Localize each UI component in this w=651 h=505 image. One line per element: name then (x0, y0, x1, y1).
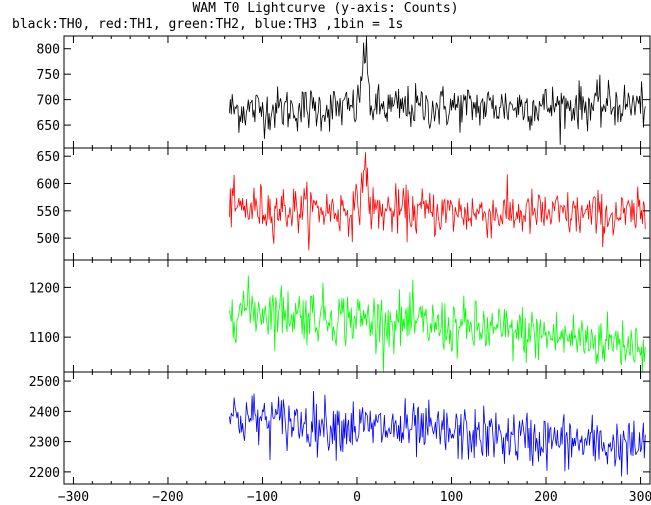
series-line-th2 (229, 275, 646, 372)
y-tick-label-th0: 800 (37, 43, 60, 58)
y-tick-label-th3: 2400 (29, 405, 60, 420)
x-tick-label: 200 (534, 490, 557, 505)
series-line-th3 (229, 390, 646, 477)
y-tick-label-th3: 2300 (29, 436, 60, 451)
y-tick-label-th1: 500 (37, 232, 60, 247)
x-tick-label: 100 (440, 490, 463, 505)
y-tick-label-th2: 1200 (29, 281, 60, 296)
x-tick-label: −300 (58, 490, 89, 505)
y-tick-label-th0: 650 (37, 119, 60, 134)
x-tick-label: −200 (152, 490, 183, 505)
y-tick-label-th2: 1100 (29, 331, 60, 346)
x-tick-label: 300 (629, 490, 651, 505)
series-line-th1 (229, 152, 646, 251)
panel-frame-th1 (63, 147, 651, 261)
y-tick-label-th1: 600 (37, 178, 60, 193)
series-line-th0 (229, 36, 646, 145)
chart-subtitle: black:TH0, red:TH1, green:TH2, blue:TH3 … (12, 17, 404, 32)
x-tick-label: −100 (247, 490, 278, 505)
y-tick-label-th3: 2500 (29, 375, 60, 390)
y-tick-label-th1: 550 (37, 205, 60, 220)
y-tick-label-th3: 2200 (29, 466, 60, 481)
y-tick-label-th0: 750 (37, 68, 60, 83)
y-tick-label-th0: 700 (37, 94, 60, 109)
chart-title: WAM T0 Lightcurve (y-axis: Counts) (192, 1, 459, 16)
x-tick-label: 0 (353, 490, 361, 505)
y-tick-label-th1: 650 (37, 150, 60, 165)
panel-frame-th3 (63, 371, 651, 485)
